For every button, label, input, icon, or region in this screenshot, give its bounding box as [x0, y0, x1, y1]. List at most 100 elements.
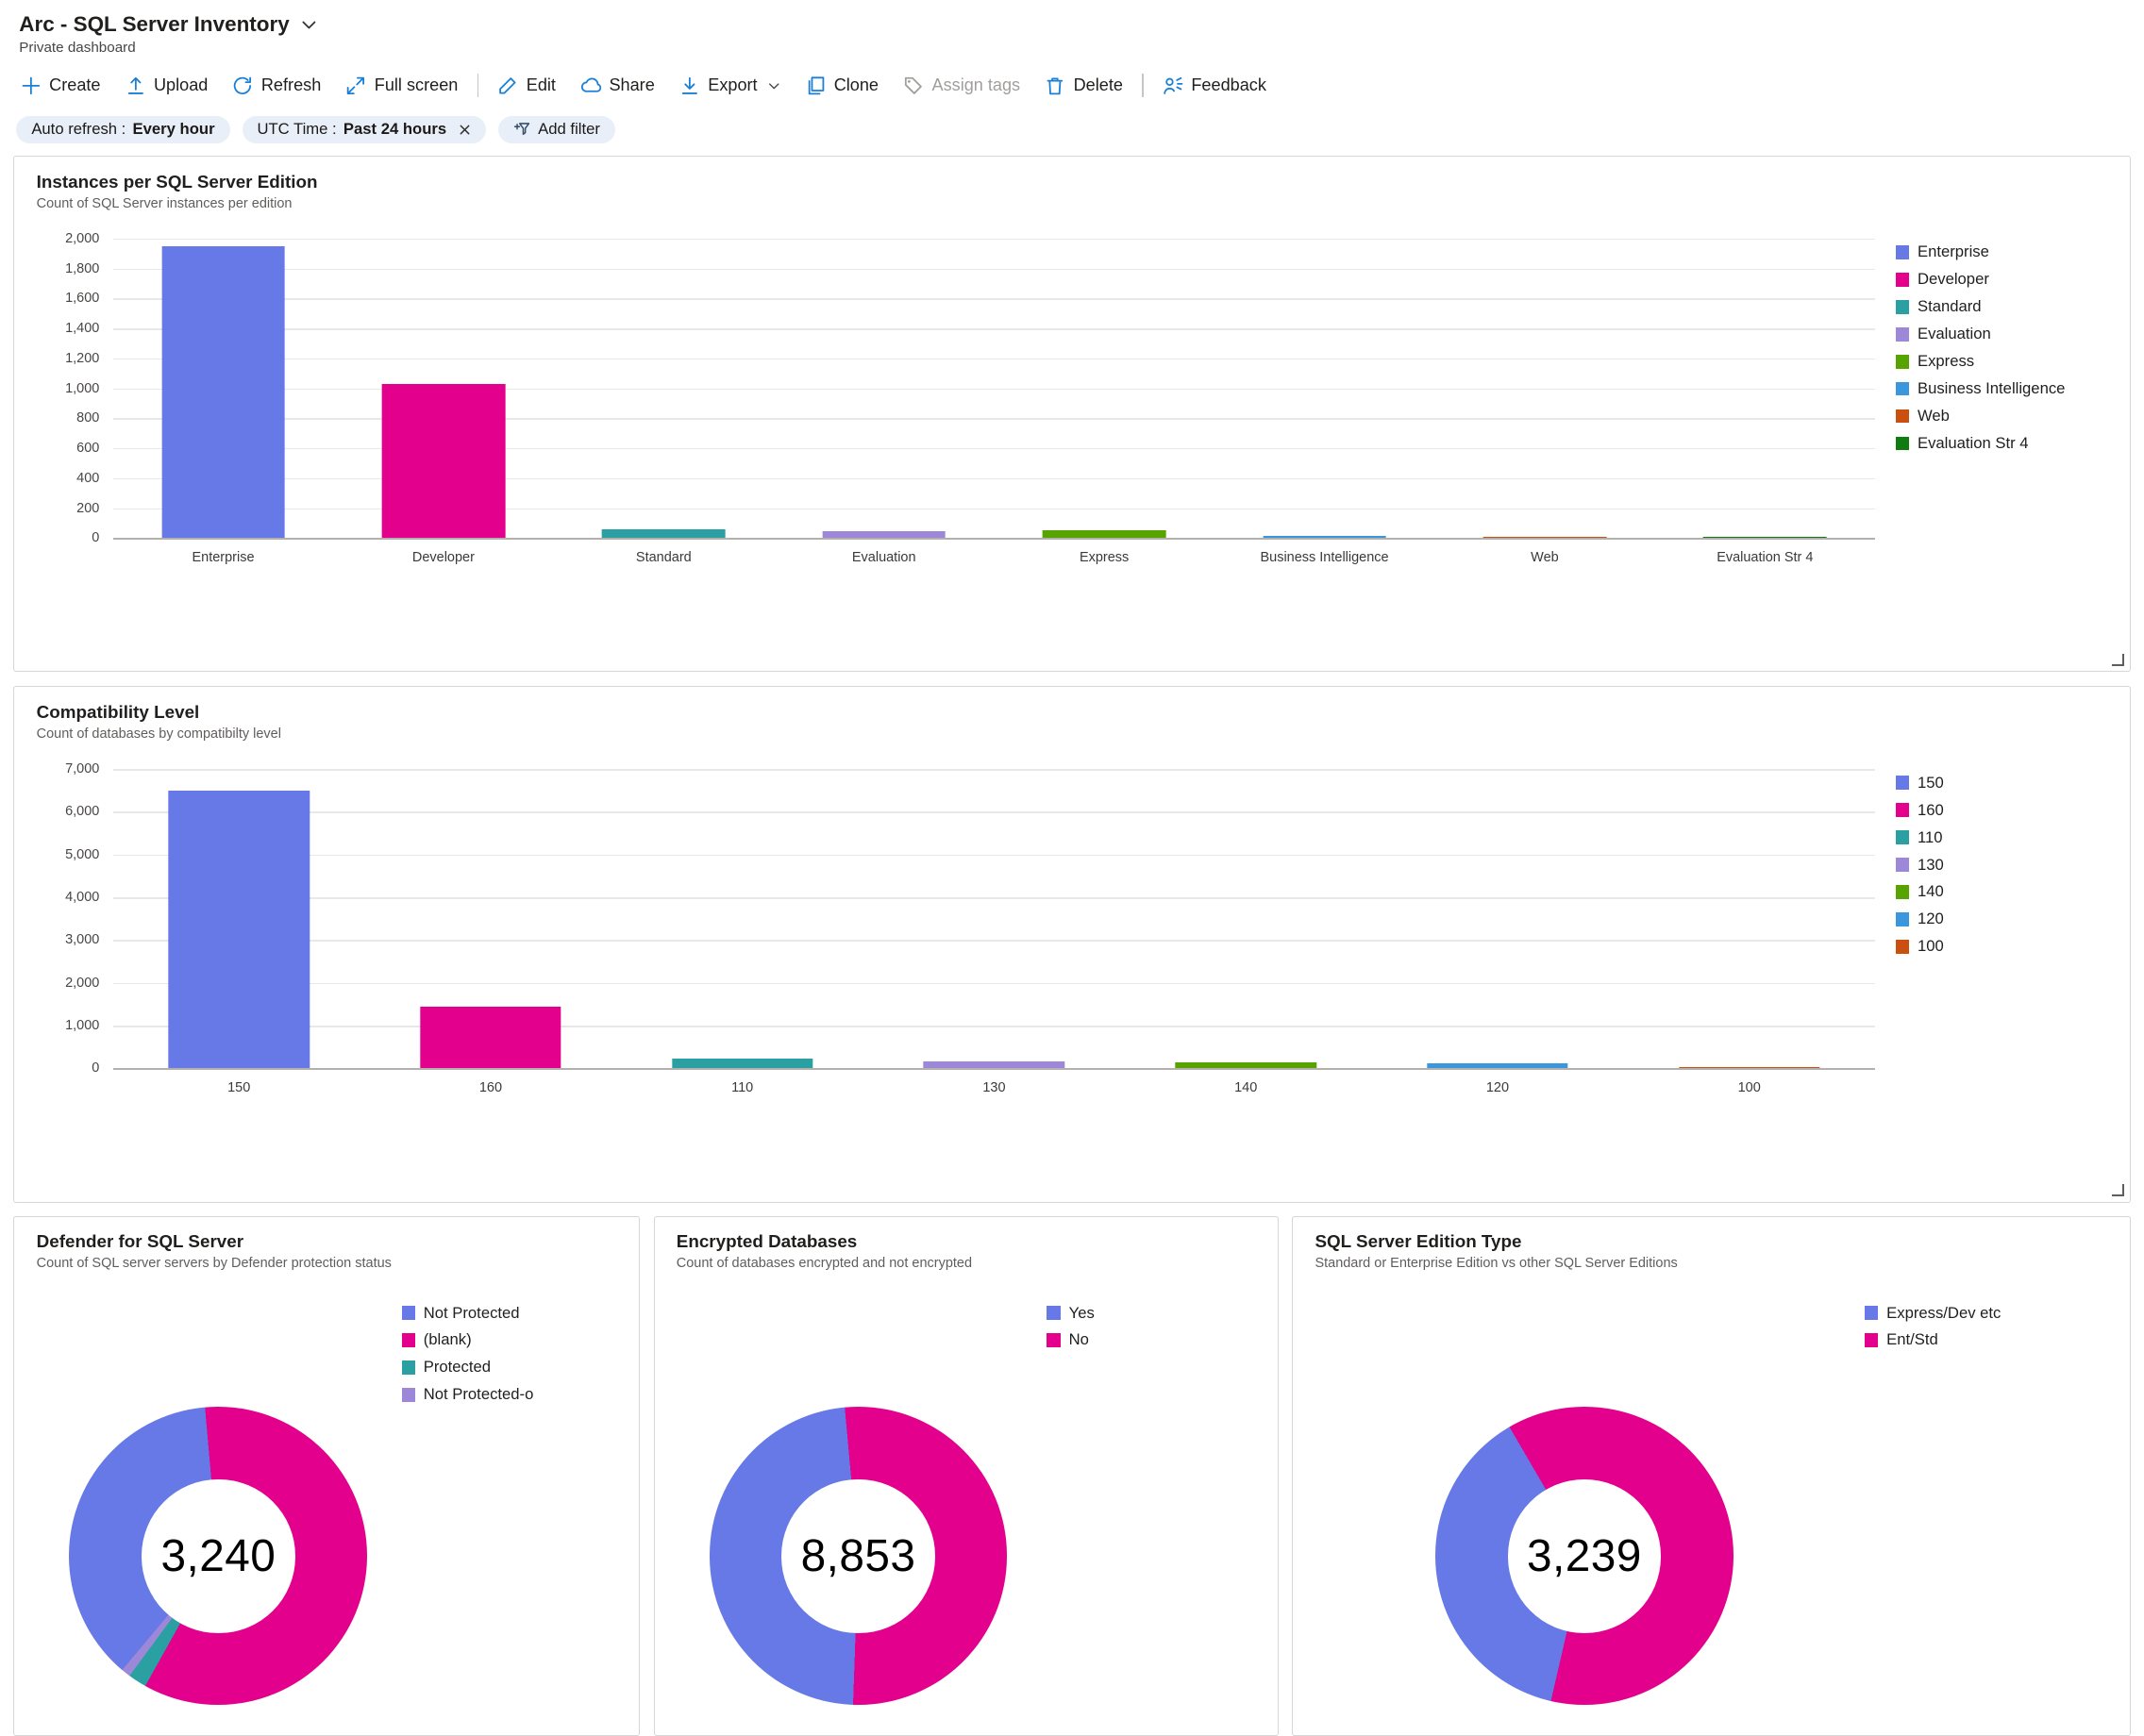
utc-time-filter-pill[interactable]: UTC Time : Past 24 hours: [242, 115, 487, 143]
y-tick-label: 1,000: [65, 380, 100, 396]
bar-standard[interactable]: [601, 528, 726, 539]
toolbar-item-label: Clone: [833, 75, 879, 95]
feedback-button[interactable]: Feedback: [1150, 68, 1279, 104]
bar-evaluation[interactable]: [822, 531, 946, 539]
legend-item[interactable]: Not Protected: [401, 1299, 534, 1327]
bar-160[interactable]: [420, 1006, 561, 1069]
legend-item[interactable]: Protected: [401, 1354, 534, 1381]
bar-140[interactable]: [1175, 1062, 1316, 1069]
bar-web[interactable]: [1482, 536, 1607, 539]
legend-item[interactable]: Business Intelligence: [1895, 376, 2108, 403]
share-button[interactable]: Share: [568, 68, 667, 104]
donut-total: 3,240: [160, 1530, 276, 1581]
toolbar-item-label: Feedback: [1191, 75, 1266, 95]
legend-item[interactable]: Yes: [1047, 1299, 1095, 1327]
legend-swatch: [1864, 1306, 1879, 1320]
bar-slot: [1214, 239, 1434, 539]
legend-label: No: [1068, 1330, 1089, 1349]
legend-item[interactable]: Express/Dev etc: [1864, 1299, 2002, 1327]
legend-item[interactable]: Enterprise: [1895, 239, 2108, 266]
legend-item[interactable]: Evaluation Str 4: [1895, 430, 2108, 458]
legend-item[interactable]: Evaluation: [1895, 321, 2108, 348]
clone-button[interactable]: Clone: [793, 68, 891, 104]
share-icon: [580, 75, 601, 96]
tile-compatibility-level: Compatibility Level Count of databases b…: [13, 685, 2131, 1203]
resize-handle[interactable]: [2111, 653, 2124, 666]
donut-total: 8,853: [800, 1530, 916, 1581]
legend-item[interactable]: Web: [1895, 403, 2108, 430]
x-tick-label: 100: [1737, 1080, 1761, 1096]
donut-chart[interactable]: 8,853: [709, 1407, 1008, 1706]
gridline: [112, 769, 1876, 771]
bar-developer[interactable]: [381, 383, 506, 539]
legend-swatch: [401, 1333, 416, 1347]
legend-item[interactable]: Not Protected-o: [401, 1381, 533, 1409]
bar-100[interactable]: [1678, 1066, 1820, 1069]
tile-instances-per-edition: Instances per SQL Server Edition Count o…: [13, 155, 2131, 673]
y-tick-label: 600: [76, 441, 100, 457]
bar-150[interactable]: [168, 790, 310, 1069]
upload-button[interactable]: Upload: [113, 68, 221, 104]
x-tick-label: 120: [1485, 1080, 1509, 1096]
bar-120[interactable]: [1427, 1063, 1568, 1069]
bar-slot: [1434, 239, 1654, 539]
bar-express[interactable]: [1042, 530, 1166, 539]
legend-item[interactable]: Express: [1895, 348, 2108, 376]
edit-button[interactable]: Edit: [485, 68, 568, 104]
export-button[interactable]: Export: [667, 68, 793, 104]
donut-hole: 3,240: [142, 1479, 295, 1633]
legend-item[interactable]: Standard: [1895, 293, 2108, 321]
toolbar-divider: [477, 74, 479, 98]
donut-chart[interactable]: 3,240: [69, 1407, 368, 1706]
filter-label: Auto refresh :: [31, 120, 126, 139]
legend-item[interactable]: 130: [1895, 851, 2108, 878]
legend-label: 150: [1917, 773, 1944, 792]
legend-label: Business Intelligence: [1917, 379, 2066, 398]
legend-label: Express/Dev etc: [1886, 1303, 2002, 1322]
legend-item[interactable]: 120: [1895, 906, 2108, 933]
resize-handle[interactable]: [2111, 1183, 2124, 1196]
add-filter-button[interactable]: Add filter: [498, 115, 615, 143]
toolbar-item-label: Refresh: [260, 75, 322, 95]
bar-110[interactable]: [671, 1059, 813, 1069]
create-button[interactable]: Create: [8, 68, 113, 104]
bar-130[interactable]: [923, 1061, 1065, 1069]
x-tick-label: Enterprise: [192, 550, 255, 566]
y-tick-label: 1,600: [65, 291, 100, 307]
legend-label: 160: [1917, 800, 1944, 819]
toolbar-item-label: Edit: [526, 75, 556, 95]
chart-title: Encrypted Databases: [676, 1230, 858, 1251]
refresh-icon: [232, 75, 253, 96]
bar-enterprise[interactable]: [161, 245, 285, 539]
legend-label: Express: [1917, 352, 1975, 371]
legend-item[interactable]: Ent/Std: [1864, 1327, 2001, 1354]
donut-chart[interactable]: 3,239: [1434, 1407, 1734, 1706]
delete-button[interactable]: Delete: [1032, 68, 1135, 104]
refresh-button[interactable]: Refresh: [220, 68, 333, 104]
legend-item[interactable]: Developer: [1895, 266, 2108, 293]
auto-refresh-filter-pill[interactable]: Auto refresh : Every hour: [16, 115, 230, 143]
legend-item[interactable]: 140: [1895, 878, 2108, 906]
legend-item[interactable]: 150: [1895, 769, 2108, 796]
bar-slot: [1655, 239, 1875, 539]
legend-swatch: [1895, 273, 1910, 287]
close-icon[interactable]: [459, 124, 471, 136]
legend-label: Not Protected: [423, 1303, 520, 1322]
x-tick-label: 110: [731, 1080, 754, 1096]
legend-item[interactable]: 110: [1895, 824, 2108, 851]
toolbar-item-label: Delete: [1073, 75, 1123, 95]
y-tick-label: 2,000: [65, 230, 100, 246]
chevron-down-icon[interactable]: [300, 16, 318, 34]
bar-business-intelligence[interactable]: [1263, 536, 1386, 539]
full-screen-button[interactable]: Full screen: [333, 68, 470, 104]
legend-item[interactable]: 100: [1895, 933, 2108, 960]
legend-label: Standard: [1917, 297, 1982, 316]
legend-swatch: [1047, 1306, 1061, 1320]
legend-item[interactable]: No: [1047, 1327, 1094, 1354]
gridline: [112, 897, 1876, 899]
legend-swatch: [1895, 858, 1910, 872]
legend-swatch: [1895, 830, 1910, 844]
legend-item[interactable]: 160: [1895, 796, 2108, 824]
bar-evaluation-str-4[interactable]: [1702, 536, 1827, 539]
legend-item[interactable]: (blank): [401, 1327, 534, 1354]
